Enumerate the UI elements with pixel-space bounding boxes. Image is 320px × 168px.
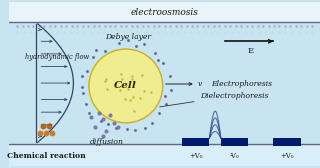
- Text: Debye layer: Debye layer: [105, 33, 151, 41]
- Bar: [221, 138, 248, 146]
- Bar: [182, 138, 209, 146]
- Bar: [9, 3, 320, 22]
- Text: Dielectrophoresis: Dielectrophoresis: [160, 92, 268, 107]
- Text: electroosmosis: electroosmosis: [131, 8, 199, 17]
- Text: E: E: [247, 47, 253, 55]
- Text: +V₀: +V₀: [189, 152, 203, 160]
- Circle shape: [89, 49, 163, 123]
- Text: diffusion: diffusion: [90, 138, 123, 146]
- Text: Cell: Cell: [114, 81, 137, 90]
- Text: Electrophoresis: Electrophoresis: [211, 80, 272, 88]
- Bar: [9, 144, 320, 165]
- Bar: [273, 138, 300, 146]
- Text: hydrodynamic flow: hydrodynamic flow: [25, 53, 89, 61]
- Bar: [9, 22, 320, 144]
- Text: Chemical reaction: Chemical reaction: [7, 152, 85, 160]
- Text: -V₀: -V₀: [230, 152, 239, 160]
- Text: v: v: [198, 80, 202, 88]
- Text: +V₀: +V₀: [280, 152, 294, 160]
